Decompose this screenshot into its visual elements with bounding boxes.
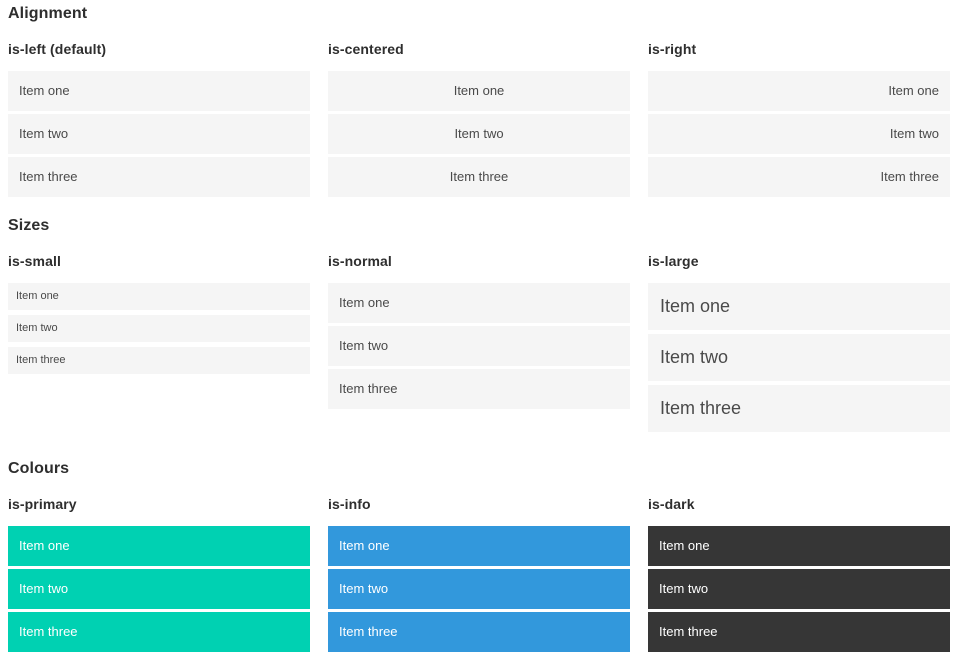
list-item[interactable]: Item one — [328, 525, 630, 566]
list-item[interactable]: Item three — [648, 384, 950, 432]
column-subtitle-is-dark: is-dark — [648, 496, 695, 513]
list-item[interactable]: Item two — [648, 333, 950, 381]
column-is-normal: is-normal Item one Item two Item three — [328, 253, 630, 436]
list-item[interactable]: Item three — [8, 611, 310, 652]
list-item[interactable]: Item one — [328, 70, 630, 111]
list-item[interactable]: Item two — [328, 113, 630, 154]
section-alignment: Alignment is-left (default) Item one Ite… — [8, 4, 950, 197]
list-item[interactable]: Item two — [8, 568, 310, 609]
list-item[interactable]: Item one — [8, 525, 310, 566]
column-subtitle-is-info: is-info — [328, 496, 371, 513]
list-item[interactable]: Item three — [648, 611, 950, 652]
list-item[interactable]: Item two — [648, 113, 950, 154]
section-title-sizes: Sizes — [8, 216, 50, 234]
list-item[interactable]: Item three — [8, 346, 310, 374]
list-item[interactable]: Item two — [8, 113, 310, 154]
list-item[interactable]: Item one — [648, 70, 950, 111]
list-item[interactable]: Item three — [328, 368, 630, 409]
section-row: is-left (default) Item one Item two Item… — [8, 41, 950, 197]
column-is-dark: is-dark Item one Item two Item three — [648, 496, 950, 652]
column-subtitle-is-left: is-left (default) — [8, 41, 107, 58]
list-item[interactable]: Item three — [328, 156, 630, 197]
list-item[interactable]: Item one — [648, 525, 950, 566]
column-subtitle-is-normal: is-normal — [328, 253, 392, 270]
list-item[interactable]: Item two — [648, 568, 950, 609]
column-is-small: is-small Item one Item two Item three — [8, 253, 310, 436]
column-is-left: is-left (default) Item one Item two Item… — [8, 41, 310, 197]
column-subtitle-is-large: is-large — [648, 253, 699, 270]
column-is-primary: is-primary Item one Item two Item three — [8, 496, 310, 652]
list-item[interactable]: Item two — [8, 314, 310, 342]
list-item[interactable]: Item one — [328, 282, 630, 323]
column-is-info: is-info Item one Item two Item three — [328, 496, 630, 652]
list-item[interactable]: Item one — [8, 70, 310, 111]
list-item[interactable]: Item one — [8, 282, 310, 310]
list-item[interactable]: Item three — [328, 611, 630, 652]
column-subtitle-is-centered: is-centered — [328, 41, 404, 58]
section-row: is-primary Item one Item two Item three … — [8, 496, 950, 652]
section-title-colours: Colours — [8, 459, 70, 477]
list-item[interactable]: Item one — [648, 282, 950, 330]
section-colours: Colours is-primary Item one Item two Ite… — [8, 459, 950, 652]
column-subtitle-is-right: is-right — [648, 41, 697, 58]
list-item[interactable]: Item two — [328, 325, 630, 366]
column-subtitle-is-primary: is-primary — [8, 496, 77, 513]
section-sizes: Sizes is-small Item one Item two Item th… — [8, 216, 950, 436]
list-item[interactable]: Item two — [328, 568, 630, 609]
list-item[interactable]: Item three — [8, 156, 310, 197]
section-row: is-small Item one Item two Item three is… — [8, 253, 950, 436]
list-item[interactable]: Item three — [648, 156, 950, 197]
column-is-centered: is-centered Item one Item two Item three — [328, 41, 630, 197]
column-is-large: is-large Item one Item two Item three — [648, 253, 950, 436]
column-subtitle-is-small: is-small — [8, 253, 61, 270]
column-is-right: is-right Item one Item two Item three — [648, 41, 950, 197]
section-title-alignment: Alignment — [8, 5, 88, 22]
